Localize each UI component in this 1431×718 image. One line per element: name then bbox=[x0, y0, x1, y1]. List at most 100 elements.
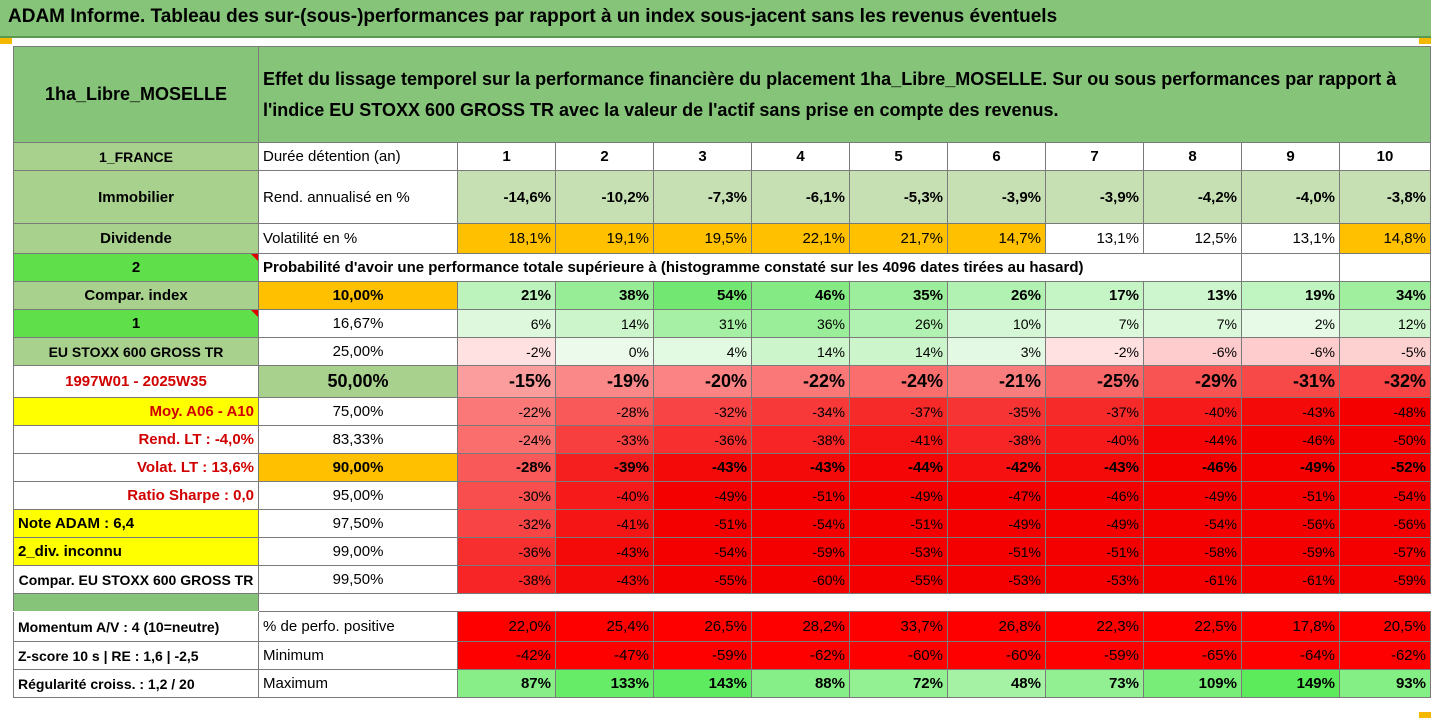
value-cell[interactable]: -25% bbox=[1045, 365, 1144, 398]
min-cell[interactable]: -62% bbox=[1339, 641, 1431, 670]
percentile-cell[interactable]: 50,00% bbox=[258, 365, 458, 398]
pos-cell[interactable]: 26,5% bbox=[653, 611, 752, 642]
value-cell[interactable]: -33% bbox=[555, 425, 654, 454]
value-cell[interactable]: -37% bbox=[1045, 397, 1144, 426]
vol-cell[interactable]: 14,7% bbox=[947, 223, 1046, 254]
value-cell[interactable]: -51% bbox=[947, 537, 1046, 566]
asset-name[interactable]: 1ha_Libre_MOSELLE bbox=[13, 46, 259, 143]
max-cell[interactable]: 72% bbox=[849, 669, 948, 698]
max-cell[interactable]: 133% bbox=[555, 669, 654, 698]
percentile-cell[interactable]: 83,33% bbox=[258, 425, 458, 454]
value-cell[interactable]: -54% bbox=[653, 537, 752, 566]
value-cell[interactable]: -22% bbox=[457, 397, 556, 426]
value-cell[interactable]: 7% bbox=[1045, 309, 1144, 338]
value-cell[interactable]: -28% bbox=[555, 397, 654, 426]
value-cell[interactable]: 2% bbox=[1241, 309, 1340, 338]
percentile-cell[interactable]: 10,00% bbox=[258, 281, 458, 310]
value-cell[interactable]: -46% bbox=[1143, 453, 1242, 482]
min-cell[interactable]: -59% bbox=[1045, 641, 1144, 670]
momentum-label[interactable]: Momentum A/V : 4 (10=neutre) bbox=[13, 611, 259, 642]
rend-cell[interactable]: -14,6% bbox=[457, 170, 556, 224]
value-cell[interactable]: 19% bbox=[1241, 281, 1340, 310]
year-header[interactable]: 6 bbox=[947, 142, 1046, 171]
side-label[interactable]: EU STOXX 600 GROSS TR bbox=[13, 337, 259, 366]
value-cell[interactable]: -43% bbox=[1241, 397, 1340, 426]
pos-cell[interactable]: 25,4% bbox=[555, 611, 654, 642]
value-cell[interactable]: -51% bbox=[1045, 537, 1144, 566]
value-cell[interactable]: 14% bbox=[751, 337, 850, 366]
value-cell[interactable]: -55% bbox=[849, 565, 948, 594]
rend-cell[interactable]: -6,1% bbox=[751, 170, 850, 224]
value-cell[interactable]: 7% bbox=[1143, 309, 1242, 338]
value-cell[interactable]: -54% bbox=[751, 509, 850, 538]
rend-cell[interactable]: -3,9% bbox=[947, 170, 1046, 224]
value-cell[interactable]: 54% bbox=[653, 281, 752, 310]
value-cell[interactable]: -32% bbox=[1339, 365, 1431, 398]
value-cell[interactable]: -30% bbox=[457, 481, 556, 510]
min-cell[interactable]: -60% bbox=[849, 641, 948, 670]
table-cell[interactable] bbox=[1339, 253, 1431, 282]
max-cell[interactable]: 143% bbox=[653, 669, 752, 698]
probability-caption[interactable]: Probabilité d'avoir une performance tota… bbox=[258, 253, 1242, 282]
vol-cell[interactable]: 13,1% bbox=[1045, 223, 1144, 254]
value-cell[interactable]: 35% bbox=[849, 281, 948, 310]
percentile-cell[interactable]: 95,00% bbox=[258, 481, 458, 510]
percentile-cell[interactable]: 99,50% bbox=[258, 565, 458, 594]
rend-cell[interactable]: -3,9% bbox=[1045, 170, 1144, 224]
side-label[interactable]: Ratio Sharpe : 0,0 bbox=[13, 481, 259, 510]
side-label[interactable]: Volat. LT : 13,6% bbox=[13, 453, 259, 482]
value-cell[interactable]: -51% bbox=[653, 509, 752, 538]
percentile-cell[interactable]: 75,00% bbox=[258, 397, 458, 426]
year-header[interactable]: 7 bbox=[1045, 142, 1144, 171]
value-cell[interactable]: -46% bbox=[1045, 481, 1144, 510]
value-cell[interactable]: -47% bbox=[947, 481, 1046, 510]
value-cell[interactable]: 26% bbox=[849, 309, 948, 338]
value-cell[interactable]: 12% bbox=[1339, 309, 1431, 338]
value-cell[interactable]: -39% bbox=[555, 453, 654, 482]
rend-cell[interactable]: -5,3% bbox=[849, 170, 948, 224]
value-cell[interactable]: -6% bbox=[1241, 337, 1340, 366]
spacer-cell[interactable] bbox=[13, 593, 259, 612]
value-cell[interactable]: -36% bbox=[653, 425, 752, 454]
value-cell[interactable]: -43% bbox=[653, 453, 752, 482]
level-label[interactable]: 2 bbox=[13, 253, 259, 282]
value-cell[interactable]: -6% bbox=[1143, 337, 1242, 366]
description[interactable]: Effet du lissage temporel sur la perform… bbox=[258, 46, 1431, 143]
value-cell[interactable]: -43% bbox=[751, 453, 850, 482]
side-label[interactable]: Note ADAM : 6,4 bbox=[13, 509, 259, 538]
min-cell[interactable]: -62% bbox=[751, 641, 850, 670]
percentile-cell[interactable]: 25,00% bbox=[258, 337, 458, 366]
value-cell[interactable]: -52% bbox=[1339, 453, 1431, 482]
value-cell[interactable]: -38% bbox=[457, 565, 556, 594]
value-cell[interactable]: -61% bbox=[1143, 565, 1242, 594]
year-header[interactable]: 2 bbox=[555, 142, 654, 171]
value-cell[interactable]: -54% bbox=[1339, 481, 1431, 510]
row-label-vol[interactable]: Volatilité en % bbox=[258, 223, 458, 254]
side-label[interactable]: Compar. index bbox=[13, 281, 259, 310]
year-header[interactable]: 5 bbox=[849, 142, 948, 171]
value-cell[interactable]: -58% bbox=[1143, 537, 1242, 566]
year-header[interactable]: 10 bbox=[1339, 142, 1431, 171]
value-cell[interactable]: 13% bbox=[1143, 281, 1242, 310]
value-cell[interactable]: -43% bbox=[555, 565, 654, 594]
rend-cell[interactable]: -4,0% bbox=[1241, 170, 1340, 224]
value-cell[interactable]: -31% bbox=[1241, 365, 1340, 398]
value-cell[interactable]: -53% bbox=[849, 537, 948, 566]
value-cell[interactable]: -38% bbox=[751, 425, 850, 454]
value-cell[interactable]: -42% bbox=[947, 453, 1046, 482]
spacer-cell[interactable] bbox=[259, 594, 1431, 612]
value-cell[interactable]: -28% bbox=[457, 453, 556, 482]
rend-cell[interactable]: -4,2% bbox=[1143, 170, 1242, 224]
max-cell[interactable]: 87% bbox=[457, 669, 556, 698]
value-cell[interactable]: -24% bbox=[849, 365, 948, 398]
value-cell[interactable]: -44% bbox=[1143, 425, 1242, 454]
value-cell[interactable]: -5% bbox=[1339, 337, 1431, 366]
value-cell[interactable]: -56% bbox=[1241, 509, 1340, 538]
max-cell[interactable]: 88% bbox=[751, 669, 850, 698]
value-cell[interactable]: -49% bbox=[1241, 453, 1340, 482]
max-cell[interactable]: 48% bbox=[947, 669, 1046, 698]
year-header[interactable]: 1 bbox=[457, 142, 556, 171]
value-cell[interactable]: -53% bbox=[1045, 565, 1144, 594]
value-cell[interactable]: -54% bbox=[1143, 509, 1242, 538]
dividend-label[interactable]: Dividende bbox=[13, 223, 259, 254]
